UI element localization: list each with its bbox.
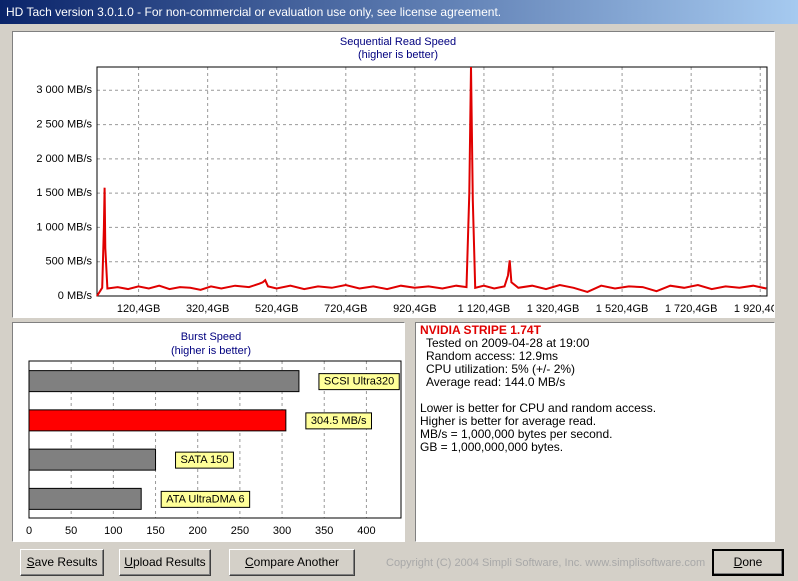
burst-panel: Burst Speed (higher is better) 0 50 100 150 20… bbox=[12, 322, 405, 542]
note: Higher is better for average read. bbox=[420, 414, 597, 428]
title-bar: HD Tach version 3.0.1.0 - For non-commer… bbox=[0, 0, 798, 24]
compare-button[interactable]: Compare Another Drive bbox=[229, 549, 355, 581]
x-tick-label: 400 bbox=[357, 525, 375, 537]
x-tick-label: 1 520,4GB bbox=[596, 303, 649, 315]
y-tick-label: 1 500 MB/s bbox=[36, 187, 92, 199]
x-tick-label: 520,4GB bbox=[255, 303, 298, 315]
y-tick-label: 1 000 MB/s bbox=[36, 221, 92, 233]
bar-label: SCSI Ultra320 bbox=[324, 376, 394, 388]
x-tick-label: 200 bbox=[189, 525, 207, 537]
label-box bbox=[175, 451, 234, 469]
y-tick-label: 500 MB/s bbox=[46, 256, 93, 268]
x-tick-label: 250 bbox=[231, 525, 249, 537]
bar-label: 304.5 MB/s bbox=[311, 415, 367, 427]
chart-subtitle: (higher is better) bbox=[358, 49, 438, 61]
detail: Average read: 144.0 MB/s bbox=[426, 375, 566, 389]
x-tick-label: 0 bbox=[26, 525, 32, 537]
label-box bbox=[160, 490, 251, 508]
burst-chart: Burst Speed (higher is better) 0 50 100 150 20… bbox=[26, 331, 402, 537]
info-panel: NVIDIA STRIPE 1.74T Tested on 2009-04-28… bbox=[415, 322, 775, 542]
label-box bbox=[318, 373, 400, 391]
x-tick-label: 720,4GB bbox=[324, 303, 367, 315]
detail: CPU utilization: 5% (+/- 2%) bbox=[426, 362, 576, 376]
bar bbox=[28, 487, 142, 510]
note: MB/s = 1,000,000 bytes per second. bbox=[420, 427, 613, 441]
x-tick-label: 1 920,4GE bbox=[734, 303, 774, 315]
plot-frame bbox=[28, 360, 402, 519]
bar-label: ATA UltraDMA 6 bbox=[166, 493, 244, 505]
bar bbox=[28, 448, 157, 471]
bar-label: SATA 150 bbox=[181, 454, 229, 466]
y-tick-label: 3 000 MB/s bbox=[36, 84, 92, 96]
x-tick-label: 100 bbox=[104, 525, 122, 537]
plot-frame bbox=[96, 66, 768, 297]
x-tick-label: 1 320,4GB bbox=[527, 303, 580, 315]
note: Lower is better for CPU and random acces… bbox=[420, 401, 657, 415]
seq-panel: Sequential Read Speed (higher is better) 0… bbox=[12, 31, 787, 318]
x-tick-label: 50 bbox=[65, 525, 77, 537]
x-tick-label: 1 720,4GB bbox=[665, 303, 718, 315]
done-button[interactable]: Done bbox=[712, 549, 784, 576]
y-tick-label: 0 MB/s bbox=[58, 290, 93, 302]
x-tick-label: 120,4GB bbox=[117, 303, 160, 315]
chart-subtitle: (higher is better) bbox=[171, 345, 251, 357]
label-box bbox=[305, 412, 372, 430]
seq-chart: Sequential Read Speed(higher is better) 0… bbox=[36, 36, 786, 315]
y-tick-label: 2 500 MB/s bbox=[36, 118, 92, 130]
x-tick-label: 300 bbox=[273, 525, 291, 537]
detail: Tested on 2009-04-28 at 19:00 bbox=[426, 336, 590, 350]
read-line bbox=[96, 66, 767, 297]
x-tick-label: 920,4GB bbox=[393, 303, 436, 315]
bar bbox=[28, 409, 287, 432]
x-tick-label: 350 bbox=[315, 525, 333, 537]
save-button[interactable]: Save Results bbox=[20, 549, 104, 576]
drive-name: NVIDIA STRIPE 1.74T bbox=[420, 323, 541, 337]
upload-button[interactable]: Upload Results bbox=[119, 549, 211, 576]
x-tick-label: 1 120,4GB bbox=[458, 303, 511, 315]
detail: Random access: 12.9ms bbox=[426, 349, 559, 363]
x-tick-label: 320,4GB bbox=[186, 303, 229, 315]
note: GB = 1,000,000,000 bytes. bbox=[420, 440, 564, 454]
copyright: Copyright (C) 2004 Simpli Software, Inc.… bbox=[386, 557, 706, 569]
chart-title: Burst Speed bbox=[181, 331, 242, 343]
bar bbox=[28, 370, 300, 393]
x-tick-label: 150 bbox=[146, 525, 164, 537]
y-tick-label: 2 000 MB/s bbox=[36, 153, 92, 165]
chart-title: Sequential Read Speed bbox=[340, 36, 456, 48]
